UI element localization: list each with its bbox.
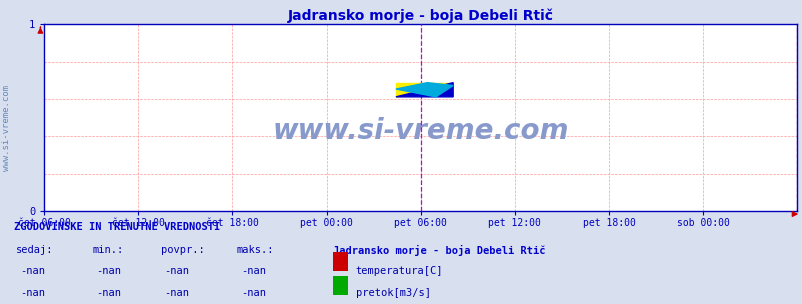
Polygon shape [395,83,452,97]
Text: maks.:: maks.: [237,245,274,255]
Text: povpr.:: povpr.: [160,245,204,255]
Text: www.si-vreme.com: www.si-vreme.com [2,85,11,171]
Text: -nan: -nan [164,288,189,299]
Text: -nan: -nan [20,266,45,276]
Text: www.si-vreme.com: www.si-vreme.com [272,117,569,145]
Text: Jadransko morje - boja Debeli Rtič: Jadransko morje - boja Debeli Rtič [333,245,545,256]
Text: -nan: -nan [241,266,265,276]
Bar [333,276,347,295]
Text: -nan: -nan [164,266,189,276]
Polygon shape [395,83,452,97]
Text: -nan: -nan [96,266,121,276]
Polygon shape [395,83,452,97]
Text: -nan: -nan [96,288,121,299]
Title: Jadransko morje - boja Debeli Rtič: Jadransko morje - boja Debeli Rtič [287,9,553,23]
Text: min.:: min.: [92,245,124,255]
Text: -nan: -nan [241,288,265,299]
Bar [333,252,347,271]
Text: ZGODOVINSKE IN TRENUTNE VREDNOSTI: ZGODOVINSKE IN TRENUTNE VREDNOSTI [14,222,221,232]
Text: temperatura[C]: temperatura[C] [355,266,443,276]
Text: sedaj:: sedaj: [16,245,54,255]
Text: -nan: -nan [20,288,45,299]
Text: pretok[m3/s]: pretok[m3/s] [355,288,430,299]
